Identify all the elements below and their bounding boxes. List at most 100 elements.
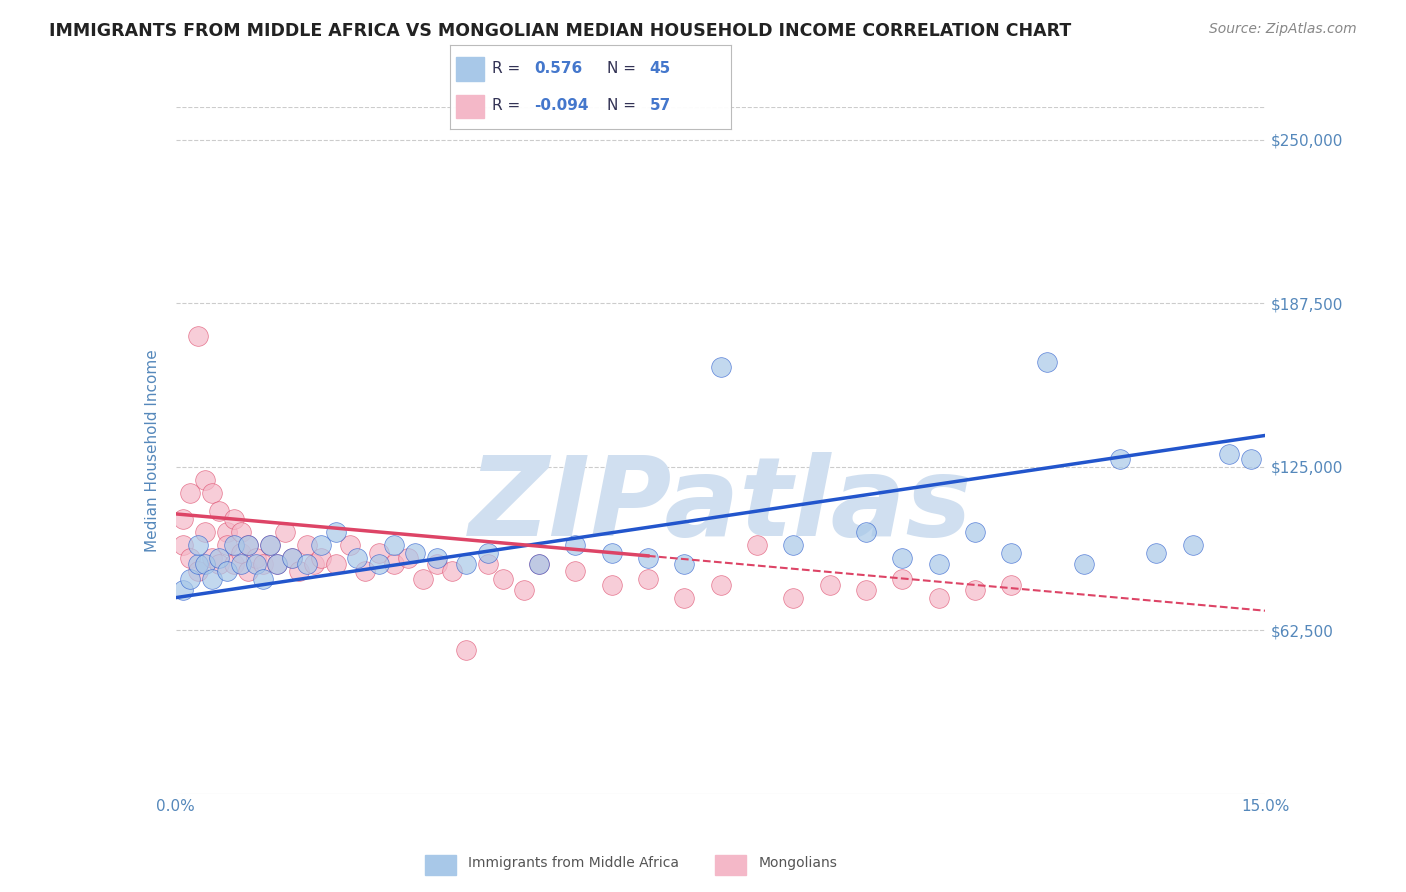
Point [252,557,274,571]
Point [238,538,260,552]
Point [1181,538,1204,552]
Point [477,557,499,571]
Point [368,546,391,560]
Point [172,512,194,526]
Point [179,572,201,586]
Point [527,557,550,571]
Point [215,525,238,540]
Point [194,525,217,540]
Point [231,525,253,540]
Point [281,551,304,566]
Point [295,538,318,552]
Point [426,551,449,566]
Text: R =: R = [492,98,520,113]
Point [339,538,361,552]
Y-axis label: Median Household Income: Median Household Income [145,349,160,552]
Point [928,557,950,571]
Point [1073,557,1095,571]
Point [382,557,405,571]
Point [1240,452,1263,467]
Point [346,551,368,566]
Point [405,546,427,560]
Point [477,546,499,560]
Point [928,591,950,605]
Point [710,360,733,375]
Point [201,551,224,566]
Point [325,557,347,571]
Point [201,486,224,500]
Point [1109,452,1132,467]
Point [673,557,696,571]
Point [245,551,267,566]
Point [172,538,194,552]
Point [963,525,986,540]
Point [215,538,238,552]
Point [782,538,804,552]
FancyBboxPatch shape [716,855,747,875]
Point [231,546,253,560]
Point [440,565,463,579]
Point [201,572,224,586]
Point [186,538,209,552]
Point [231,557,253,571]
Point [1218,447,1240,461]
Point [252,572,274,586]
Point [245,557,267,571]
Point [426,557,449,571]
Text: -0.094: -0.094 [534,98,589,113]
Point [1000,577,1022,591]
Text: ZIPatlas: ZIPatlas [468,452,973,559]
Text: R =: R = [492,61,520,76]
Text: Mongolians: Mongolians [759,856,838,870]
Point [637,551,659,566]
Point [637,572,659,586]
Point [564,565,586,579]
Point [302,557,325,571]
FancyBboxPatch shape [456,95,484,119]
Point [208,557,231,571]
Point [215,565,238,579]
Point [782,591,804,605]
Point [368,557,391,571]
Point [238,565,260,579]
Point [1146,546,1168,560]
Point [564,538,586,552]
Point [382,538,405,552]
Point [194,473,217,487]
Text: N =: N = [607,98,637,113]
Point [963,582,986,597]
Point [222,538,245,552]
Point [396,551,419,566]
Point [492,572,515,586]
Text: N =: N = [607,61,637,76]
Point [238,538,260,552]
Point [891,551,914,566]
Text: 57: 57 [650,98,671,113]
Text: Source: ZipAtlas.com: Source: ZipAtlas.com [1209,22,1357,37]
Point [412,572,434,586]
Point [710,577,733,591]
Point [1036,355,1059,369]
Point [600,546,623,560]
Point [222,512,245,526]
Point [208,504,231,518]
Point [186,565,209,579]
Point [222,557,245,571]
Point [818,577,841,591]
Point [855,525,877,540]
Point [274,525,297,540]
Text: 0.576: 0.576 [534,61,582,76]
Point [600,577,623,591]
Point [309,551,332,566]
Point [353,565,375,579]
Point [194,557,217,571]
Point [259,538,281,552]
FancyBboxPatch shape [425,855,456,875]
Point [186,557,209,571]
Point [266,557,288,571]
Point [456,557,478,571]
Text: Immigrants from Middle Africa: Immigrants from Middle Africa [468,856,679,870]
Point [172,582,194,597]
Text: 45: 45 [650,61,671,76]
Point [325,525,347,540]
